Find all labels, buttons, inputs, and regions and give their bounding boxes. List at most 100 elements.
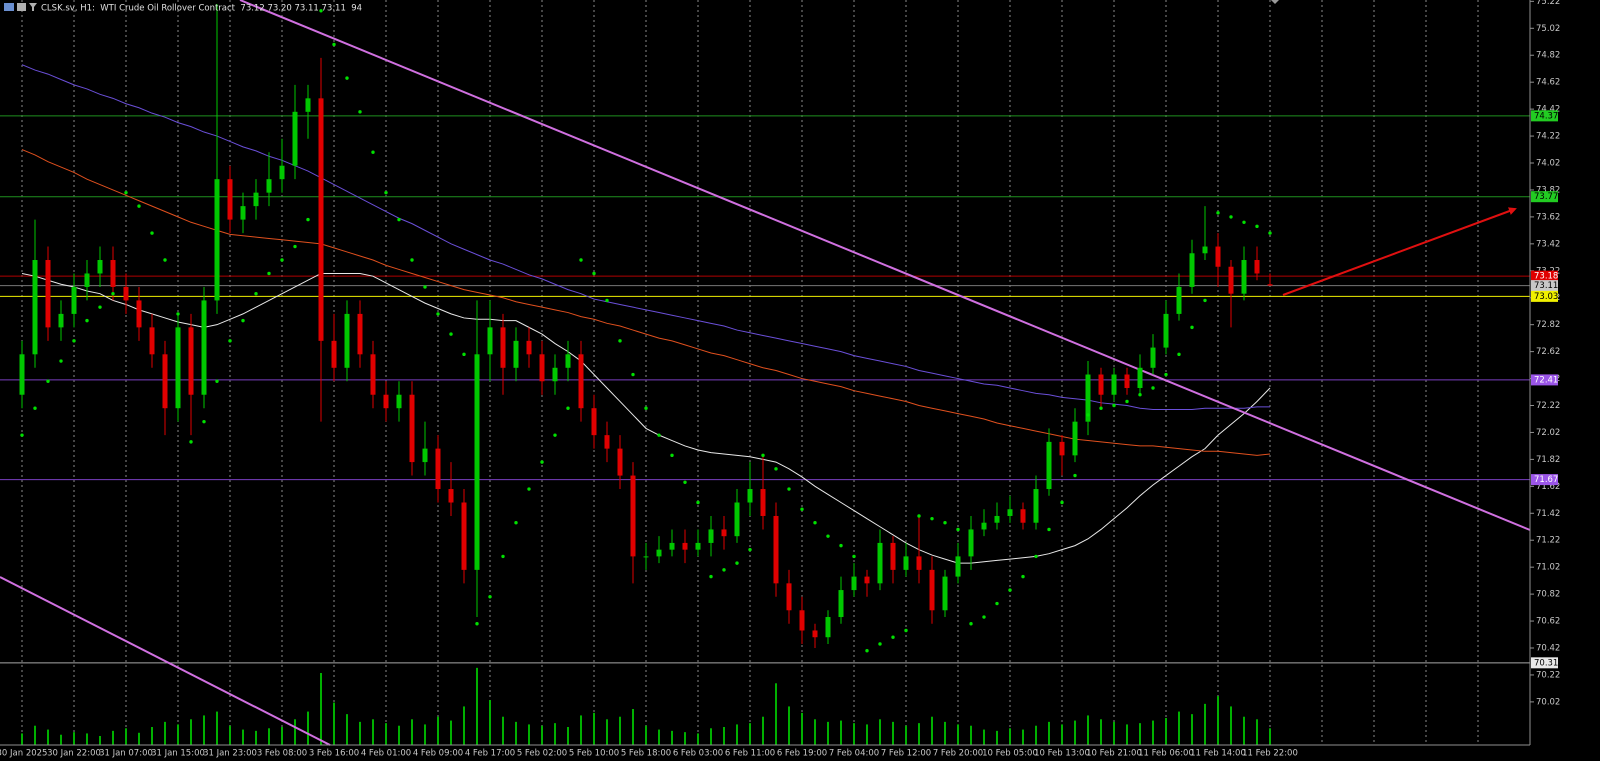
candle-body	[942, 576, 948, 611]
sar-dot	[995, 601, 999, 606]
price-label-box	[1531, 374, 1558, 386]
sar-dot	[761, 453, 765, 458]
candle-body	[643, 556, 649, 558]
volume-bar	[190, 719, 192, 745]
volume-bar	[645, 725, 647, 745]
icon	[29, 3, 37, 11]
y-tick-label: 75.02	[1536, 24, 1560, 34]
price-label-box	[1531, 280, 1558, 292]
x-tick-label: 6 Feb 19:00	[777, 749, 827, 759]
candle-body	[916, 556, 922, 570]
volume-bar	[489, 700, 491, 745]
x-tick-label: 10 Feb 13:00	[1034, 749, 1090, 759]
y-tick-label: 74.42	[1536, 105, 1560, 115]
sar-dot	[956, 527, 960, 532]
candle-body	[1254, 260, 1260, 274]
sar-dot	[215, 379, 219, 383]
candle-body	[45, 260, 51, 328]
sar-dot	[462, 352, 466, 357]
sar-dot	[1008, 588, 1012, 592]
sar-dot	[592, 271, 596, 276]
y-tick-label: 70.62	[1536, 617, 1560, 627]
sar-dot	[670, 453, 674, 458]
candle-body	[994, 515, 1000, 523]
moving-average	[21, 64, 1270, 411]
y-tick-label: 71.82	[1536, 455, 1560, 465]
volume-bar	[892, 721, 894, 745]
volume-bar	[970, 725, 972, 745]
volume-bar	[385, 723, 387, 745]
sar-dot	[657, 433, 661, 437]
sar-dot	[1060, 500, 1064, 505]
sar-dot	[904, 628, 908, 633]
volume-bar	[1009, 728, 1011, 745]
volume-bar	[1074, 720, 1076, 745]
sar-dot	[644, 406, 648, 410]
y-tick-label: 71.62	[1536, 482, 1560, 492]
volume-panel	[21, 667, 1271, 745]
x-tick-label: 11 Feb 22:00	[1242, 749, 1298, 759]
candle-body	[786, 583, 792, 611]
sar-dot	[527, 487, 531, 491]
candle-body	[188, 327, 194, 395]
volume-bar	[1256, 719, 1258, 745]
sar-dot	[59, 359, 63, 363]
candle-body	[487, 327, 493, 355]
x-tick-label: 7 Feb 20:00	[933, 749, 983, 759]
candle-body	[97, 260, 103, 274]
sar-dot	[631, 372, 635, 377]
candle-body	[344, 313, 350, 368]
candle-body	[214, 179, 220, 301]
x-tick-label: 3 Feb 08:00	[257, 749, 307, 759]
volume-bar	[1217, 696, 1219, 745]
price-label: 73.77	[1534, 192, 1558, 202]
candle-body	[58, 313, 64, 328]
volume-bar	[1204, 703, 1206, 745]
volume-bar	[99, 736, 101, 745]
volume-bar	[47, 729, 49, 745]
candle-body	[1189, 253, 1195, 287]
sar-dot	[852, 554, 856, 559]
sar-dot	[397, 217, 401, 222]
volume-bar	[1113, 721, 1115, 745]
volume-bar	[801, 712, 803, 745]
candle-body	[890, 542, 896, 570]
volume-bar	[502, 716, 504, 745]
price-label: 73.18	[1534, 272, 1558, 282]
candle-body	[370, 354, 376, 395]
sar-dot	[176, 312, 180, 316]
sar-dot	[891, 635, 895, 639]
volume-bar	[879, 719, 881, 745]
volume-bar	[151, 727, 153, 745]
candle-body	[695, 542, 701, 550]
sar-dot	[20, 433, 24, 437]
sar-dot	[917, 514, 921, 518]
volume-bar	[1035, 725, 1037, 745]
candle-body	[591, 408, 597, 436]
volume-bar	[1100, 719, 1102, 745]
volume-bar	[398, 725, 400, 745]
y-tick-label: 73.82	[1536, 185, 1560, 195]
arrow	[1282, 207, 1517, 296]
volume-bar	[424, 724, 426, 745]
sar-dot	[332, 42, 336, 47]
x-tick-label: 10 Feb 21:00	[1086, 749, 1142, 759]
volume-bar	[775, 683, 777, 745]
candle-body	[682, 542, 688, 550]
volume-bar	[112, 730, 114, 745]
candle-body	[474, 354, 480, 570]
volume-bar	[320, 673, 322, 745]
sar-dot	[1021, 574, 1025, 579]
volume-bar	[34, 725, 36, 745]
volume-bar	[346, 714, 348, 745]
volume-bar	[216, 711, 218, 745]
volume-bar	[554, 723, 556, 745]
candle-body	[136, 300, 142, 328]
volume-bar	[229, 725, 231, 745]
sar-dot	[735, 561, 739, 565]
volume-bar	[983, 729, 985, 745]
sar-dot	[1151, 386, 1155, 390]
volume-bar	[762, 716, 764, 745]
candle-body	[279, 165, 285, 180]
